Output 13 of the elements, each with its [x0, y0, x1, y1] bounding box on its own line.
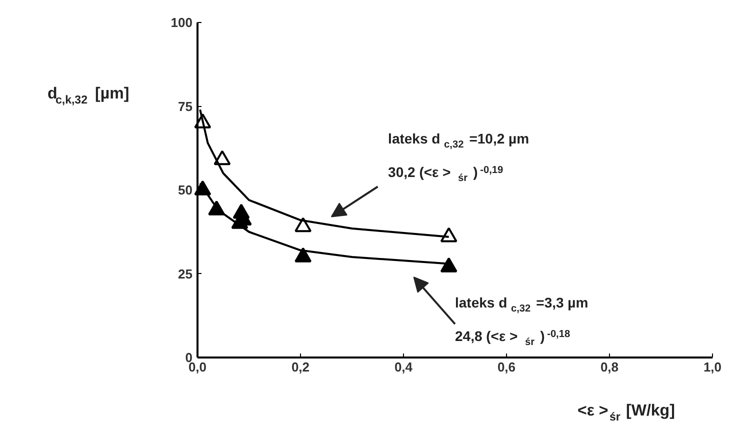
y-tick-label: 75: [178, 98, 193, 114]
y-tick-label: 100: [170, 15, 193, 30]
point: [294, 247, 312, 262]
point: [214, 150, 231, 166]
x-tick-label: 0,2: [291, 360, 310, 374]
y-tick-label: 25: [178, 266, 193, 282]
point: [294, 217, 312, 232]
x-tick-label: 0,8: [600, 360, 619, 374]
y-tick-label: 50: [178, 182, 193, 198]
x-tick-label: 1,0: [703, 360, 722, 374]
x-tick-label: 0,6: [497, 360, 516, 374]
point: [440, 257, 458, 272]
x-tick-label: 0,4: [394, 360, 414, 374]
